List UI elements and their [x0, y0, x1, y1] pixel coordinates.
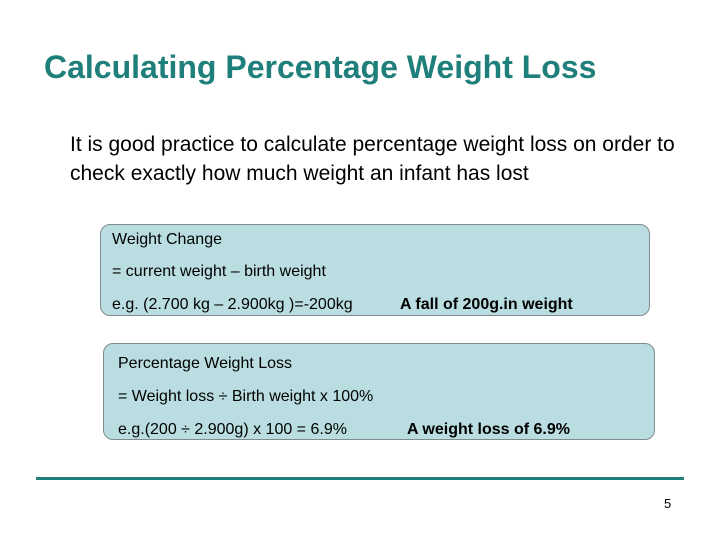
percentage-heading: Percentage Weight Loss — [118, 355, 293, 372]
weight-change-formula: = current weight – birth weight — [112, 263, 326, 280]
footer-divider — [36, 477, 684, 480]
percentage-result: A weight loss of 6.9% — [407, 421, 570, 438]
percentage-example: e.g.(200 ÷ 2.900g) x 100 = 6.9% — [118, 421, 347, 438]
percentage-formula: = Weight loss ÷ Birth weight x 100% — [118, 388, 374, 405]
page-number: 5 — [664, 496, 672, 511]
percentage-weight-loss-box: Percentage Weight Loss = Weight loss ÷ B… — [103, 343, 655, 440]
weight-change-result: A fall of 200g.in weight — [400, 296, 573, 313]
weight-change-heading: Weight Change — [112, 231, 222, 248]
weight-change-example: e.g. (2.700 kg – 2.900kg )=-200kg — [112, 296, 353, 313]
slide-title: Calculating Percentage Weight Loss — [44, 49, 597, 85]
weight-change-box: Weight Change = current weight – birth w… — [100, 224, 650, 316]
intro-text: It is good practice to calculate percent… — [70, 133, 675, 185]
